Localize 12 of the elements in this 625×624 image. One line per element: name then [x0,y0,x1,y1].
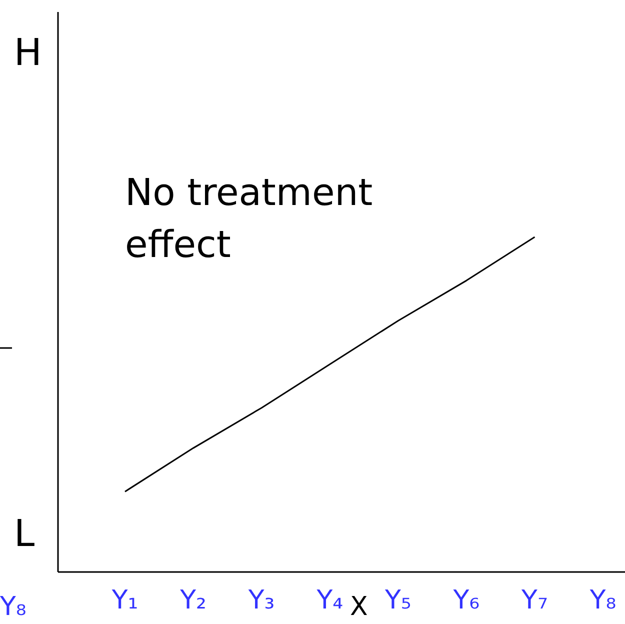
text: H [14,31,42,74]
x-tick-label: Y₈ [588,585,616,616]
x-tick-label: Y₆ [452,585,480,616]
x-tick-label: Y₅ [384,585,412,616]
x-tick-label: Y₁ [110,585,138,616]
x-tick-label: Y₇ [520,585,548,616]
text: L [14,512,35,555]
x-tick-label: Y₂ [179,585,206,616]
x-tick-label: Y₃ [247,585,275,616]
text: X [350,592,368,622]
annotation: No treatment effect [125,171,373,266]
x-tick-label: Y₄ [316,585,344,616]
